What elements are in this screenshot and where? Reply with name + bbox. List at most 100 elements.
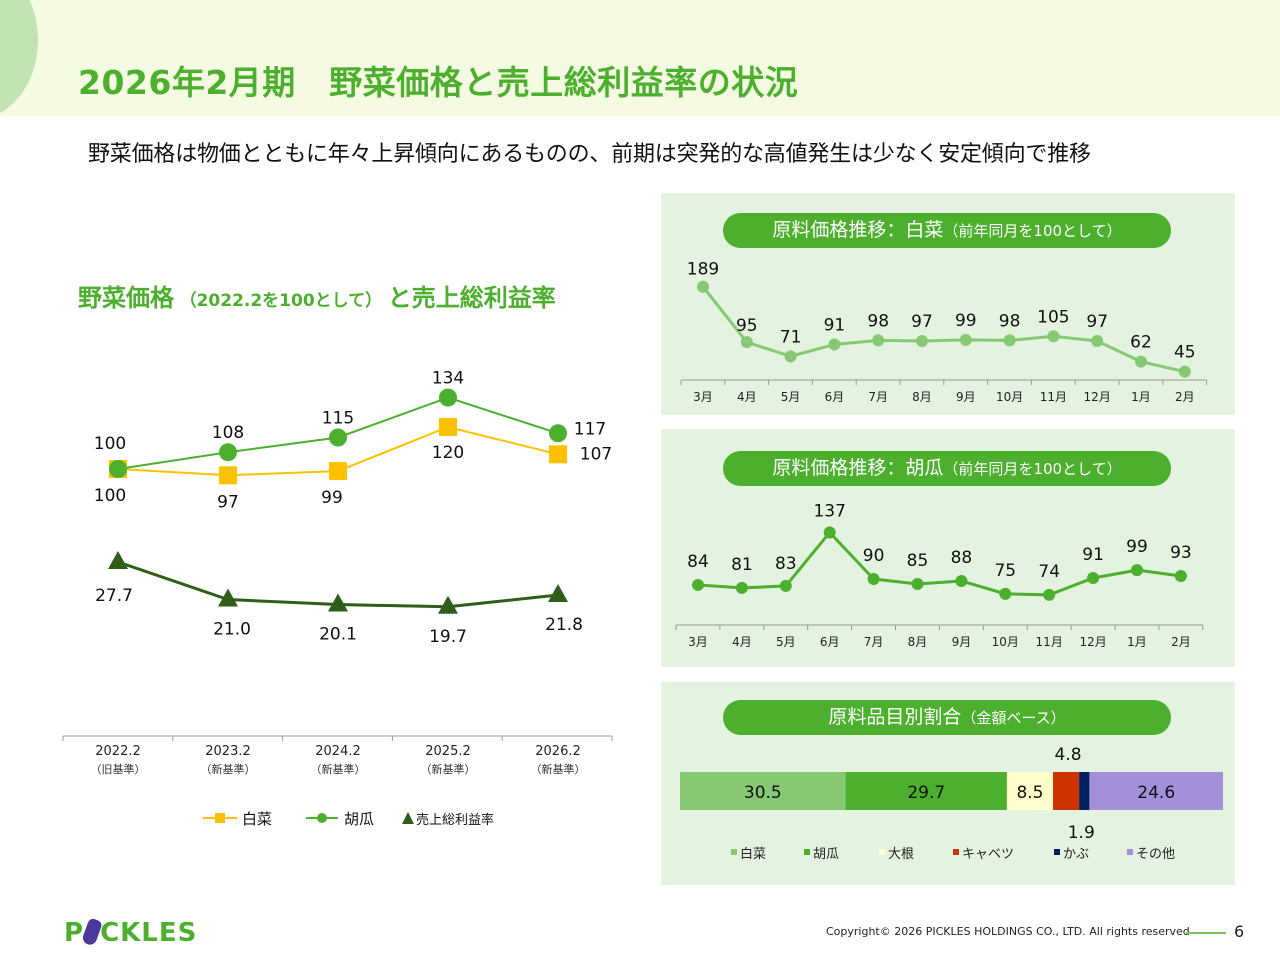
legend-swatch — [1054, 849, 1060, 855]
page-title: 2026年2月期 野菜価格と売上総利益率の状況 — [78, 63, 799, 102]
kyuri-chart-title: 原料価格推移：胡瓜（前年同月を100として） — [723, 451, 1171, 486]
bar-segment-label: 4.8 — [1055, 745, 1082, 765]
hakusai-chart-title: 原料価格推移：白菜（前年同月を100として） — [723, 213, 1171, 248]
share-title-text: 原料品目別割合 — [828, 706, 962, 728]
x-tick-label: 11月 — [1036, 635, 1063, 649]
header-band: 2026年2月期 野菜価格と売上総利益率の状況 — [0, 0, 1280, 116]
share-panel: 原料品目別割合（金額ベース） 30.5 29.7 8.5 4.8 1.9 24.6 白菜 胡瓜… — [661, 682, 1235, 885]
kyuri-marker — [549, 424, 567, 443]
gross-margin-data-label: 19.7 — [429, 627, 467, 647]
data-point — [1178, 365, 1191, 378]
pickles-logo: P CKLES — [64, 917, 198, 948]
kyuri-data-label: 115 — [322, 409, 354, 429]
bar-segment-label: 29.7 — [907, 783, 945, 803]
data-point — [1087, 572, 1100, 585]
data-point — [955, 574, 968, 587]
data-label: 84 — [687, 552, 709, 572]
data-label: 93 — [1170, 543, 1192, 563]
x-tick-note: （旧基準） — [91, 762, 146, 776]
x-tick-label: 3月 — [688, 635, 708, 649]
x-tick-label: 3月 — [693, 390, 713, 404]
legend-hakusai-label: 白菜 — [242, 810, 272, 828]
kyuri-data-label: 117 — [574, 419, 606, 439]
data-point — [1174, 570, 1187, 583]
hakusai-line-chart: 3月 4月 5月 6月 7月 8月 9月 10月 11月 12月 1月 2月 189 95 71 91 98 97… — [680, 260, 1208, 404]
legend-swatch — [879, 849, 885, 855]
data-point — [959, 333, 972, 346]
legend-gross-margin-label: 売上総利益率 — [416, 812, 494, 828]
hakusai-panel: 原料価格推移：白菜（前年同月を100として） 3月 4月 5月 6月 7月 8月 9月 10月… — [661, 193, 1235, 415]
kyuri-marker — [329, 428, 347, 447]
x-tick-label: 2月 — [1171, 635, 1191, 649]
legend-hakusai-marker — [215, 813, 225, 823]
data-point — [1091, 335, 1104, 347]
kyuri-data-label: 100 — [94, 434, 126, 454]
kyuri-title-text: 原料価格推移：胡瓜 — [772, 457, 944, 479]
hakusai-title-note: （前年同月を100として） — [943, 222, 1122, 240]
data-label: 99 — [955, 311, 977, 331]
bar-segment-5 — [1089, 772, 1223, 810]
kyuri-marker — [219, 443, 237, 462]
hakusai-data-label: 120 — [432, 443, 464, 463]
data-label: 91 — [1082, 545, 1104, 565]
data-point — [1131, 564, 1143, 577]
logo-text-post: CKLES — [100, 918, 198, 948]
kyuri-marker — [109, 460, 127, 478]
kyuri-marker — [439, 388, 457, 407]
x-tick-label: 11月 — [1040, 390, 1067, 404]
x-tick-label: 10月 — [992, 635, 1019, 649]
share-stacked-bar: 30.5 29.7 8.5 4.8 1.9 24.6 白菜 胡瓜 大根 キャベツ かぶ その他 — [680, 745, 1223, 862]
x-tick-label: 2024.2 — [315, 744, 361, 759]
x-tick-label: 7月 — [868, 390, 888, 404]
bar-segment-label: 24.6 — [1137, 783, 1175, 803]
x-tick-label: 5月 — [776, 635, 796, 649]
footer-divider — [1186, 932, 1226, 934]
data-label: 90 — [863, 546, 885, 566]
data-label: 74 — [1038, 562, 1060, 582]
data-point — [867, 573, 880, 585]
x-tick-note: （新基準） — [531, 762, 586, 776]
decorative-circle — [0, 0, 38, 116]
hakusai-data-label: 99 — [321, 488, 343, 508]
legend-kyuri-marker — [317, 813, 327, 823]
data-label: 88 — [951, 548, 973, 568]
kyuri-data-label: 108 — [212, 423, 244, 443]
bar-segment-label: 1.9 — [1068, 823, 1095, 843]
gross-margin-marker — [328, 593, 348, 612]
x-tick-note: （新基準） — [311, 762, 366, 776]
x-tick-label: 2月 — [1175, 390, 1195, 404]
hakusai-data-label: 97 — [217, 492, 239, 512]
legend-label: かぶ — [1063, 847, 1089, 862]
gross-margin-marker — [438, 595, 458, 614]
bar-segment-3 — [1053, 772, 1080, 810]
bar-segment-2 — [1006, 772, 1054, 810]
data-label: 62 — [1130, 333, 1152, 353]
data-point — [735, 581, 748, 594]
data-label: 45 — [1174, 343, 1196, 363]
data-point — [999, 587, 1012, 600]
x-tick-note: （新基準） — [421, 762, 476, 776]
x-tick-label: 9月 — [956, 390, 976, 404]
data-label: 81 — [731, 555, 753, 575]
data-label: 75 — [994, 561, 1016, 581]
left-chart-title-note: （2022.2を100として） — [179, 291, 383, 311]
data-point — [872, 334, 885, 347]
page-subtitle: 野菜価格は物価とともに年々上昇傾向にあるものの、前期は突発的な高値発生は少なく安… — [88, 142, 1091, 167]
kyuri-line-chart: 3月 4月 5月 6月 7月 8月 9月 10月 11月 12月 1月 2月 84 81 83 137 90 85… — [675, 501, 1204, 649]
kyuri-data-label: 134 — [432, 369, 464, 389]
bar-segment-1 — [845, 772, 1007, 810]
copyright-text: Copyright© 2026 PICKLES HOLDINGS CO., LT… — [826, 925, 1190, 938]
legend-label: 大根 — [888, 847, 914, 862]
bar-segment-0 — [680, 772, 846, 810]
data-label: 97 — [911, 312, 933, 332]
data-label: 83 — [775, 554, 797, 574]
hakusai-marker — [439, 418, 457, 436]
data-label: 95 — [736, 316, 758, 336]
data-point — [1003, 334, 1016, 347]
x-tick-label: 5月 — [781, 390, 801, 404]
x-tick-label: 2025.2 — [425, 744, 471, 759]
series-line — [697, 530, 1182, 597]
data-point — [779, 579, 792, 592]
data-point — [1047, 330, 1060, 343]
x-tick-label: 10月 — [996, 390, 1023, 404]
